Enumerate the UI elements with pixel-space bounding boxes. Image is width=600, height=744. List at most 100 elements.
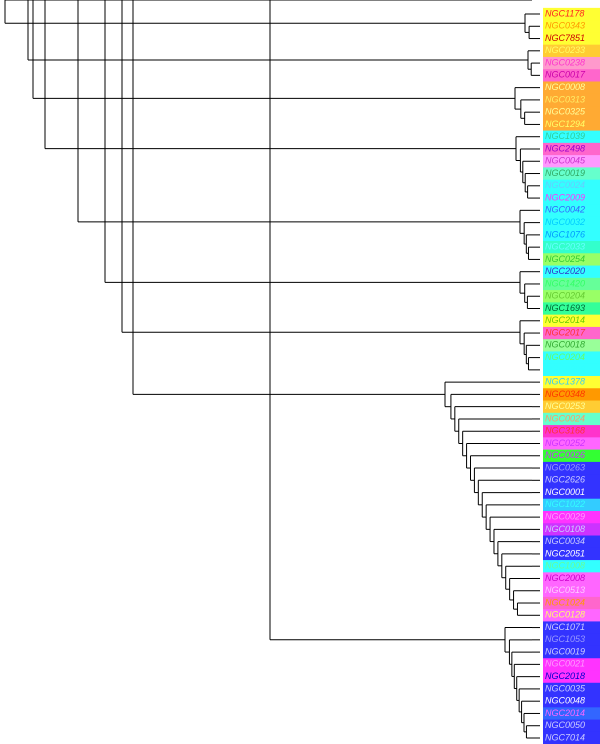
leaf-label: NGC0348 — [545, 389, 585, 399]
label-highlight — [543, 241, 600, 254]
leaf-label: NGC2008 — [545, 573, 585, 583]
label-highlight — [543, 290, 600, 303]
leaf-label: NGC7014 — [545, 732, 585, 742]
leaf-label: NGC2051 — [545, 548, 585, 558]
leaf-label: NGC7851 — [545, 33, 585, 43]
leaf-label: NGC0048 — [545, 696, 585, 706]
label-highlight — [543, 437, 600, 451]
label-highlight — [543, 314, 600, 328]
label-highlight — [543, 412, 600, 426]
leaf-label: NGC2020 — [545, 266, 585, 276]
label-highlight — [543, 731, 600, 744]
label-highlight — [543, 547, 600, 561]
label-highlight — [543, 69, 600, 82]
label-highlight — [543, 535, 600, 549]
leaf-label: NGC1053 — [545, 634, 585, 644]
leaf-label: NGC0021 — [545, 659, 585, 669]
leaf-label: NGC1008 — [545, 561, 585, 571]
label-highlight — [543, 167, 600, 181]
leaf-label: NGC0204 — [545, 352, 585, 362]
label-highlight — [543, 228, 600, 242]
leaf-label: NGC0029 — [545, 511, 585, 521]
leaf-label: NGC0024 — [545, 413, 585, 423]
label-highlight — [543, 572, 600, 586]
label-highlight — [543, 645, 600, 659]
leaf-label: NGC0252 — [545, 438, 585, 448]
label-highlight — [543, 7, 600, 21]
leaf-label: NGC1420 — [545, 278, 585, 288]
leaf-label: NGC1378 — [545, 377, 585, 387]
leaf-label: NGC1076 — [545, 229, 585, 239]
label-highlight — [543, 106, 600, 119]
leaf-label: NGC0042 — [545, 205, 585, 215]
label-highlight — [543, 56, 600, 70]
leaf-label: NGC2014 — [545, 315, 585, 325]
label-highlight — [543, 179, 600, 193]
label-highlight — [543, 474, 600, 487]
leaf-label: NGC1071 — [545, 622, 585, 632]
leaf-label: NGC0034 — [545, 536, 585, 546]
leaf-label: NGC0313 — [545, 94, 585, 104]
label-highlight — [543, 707, 600, 721]
label-highlight — [543, 32, 600, 46]
leaf-label: NGC2033 — [545, 242, 585, 252]
label-highlight — [543, 498, 600, 512]
leaf-label: NGC0019 — [545, 646, 585, 656]
label-highlight — [543, 461, 600, 475]
label-highlight — [543, 265, 600, 279]
leaf-label: NGC0008 — [545, 82, 585, 92]
label-highlight — [543, 351, 600, 365]
leaf-label: NGC0325 — [545, 107, 586, 117]
leaf-label: NGC0045 — [545, 156, 586, 166]
leaf-label: NGC2626 — [545, 475, 585, 485]
leaf-label: NGC0019 — [545, 168, 585, 178]
label-highlight — [543, 44, 600, 58]
label-highlight — [543, 191, 600, 205]
label-highlight — [543, 20, 600, 33]
label-highlight — [543, 326, 600, 340]
leaf-label: NGC0128 — [545, 610, 585, 620]
label-highlight — [543, 584, 600, 598]
label-highlight — [543, 510, 600, 524]
leaf-label: NGC1294 — [545, 119, 585, 129]
leaf-label: NGC0108 — [545, 524, 585, 534]
label-highlight — [543, 339, 600, 352]
label-highlight — [543, 118, 600, 132]
leaf-label: NGC1178 — [545, 8, 584, 18]
label-highlight — [543, 695, 600, 708]
label-highlight — [543, 400, 600, 414]
leaf-label: NGC0254 — [545, 254, 585, 264]
label-highlight — [543, 719, 600, 733]
label-highlight — [543, 216, 600, 230]
label-highlight — [543, 682, 600, 696]
leaf-label: NGC0343 — [545, 21, 585, 31]
label-highlight — [543, 425, 600, 438]
leaf-label: NGC0513 — [545, 585, 585, 595]
label-highlight — [543, 670, 600, 684]
leaf-label: NGC3168 — [545, 426, 585, 436]
label-highlight — [543, 277, 600, 291]
label-highlight — [543, 449, 600, 463]
leaf-label: NGC1022 — [545, 499, 585, 509]
label-highlight — [543, 609, 600, 622]
leaf-label: NGC0253 — [545, 401, 585, 411]
label-highlight — [543, 204, 600, 217]
label-highlight — [543, 486, 600, 500]
leaf-label: NGC0032 — [545, 217, 585, 227]
leaf-label: NGC0017 — [545, 70, 586, 80]
label-highlight — [543, 596, 600, 610]
leaf-label: NGC0035 — [545, 683, 586, 693]
leaf-label: NGC1024 — [545, 597, 585, 607]
label-highlight — [543, 621, 600, 635]
label-highlight — [543, 388, 600, 402]
leaf-label: NGC2009 — [545, 192, 585, 202]
leaf-label: NGC0209 — [545, 364, 585, 374]
leaf-label: NGC0026 — [545, 450, 585, 460]
label-highlight — [543, 560, 600, 573]
label-highlight — [543, 658, 600, 672]
leaf-label: NGC0050 — [545, 720, 585, 730]
leaf-label: NGC2498 — [545, 143, 585, 153]
leaf-label: NGC2014 — [545, 708, 585, 718]
